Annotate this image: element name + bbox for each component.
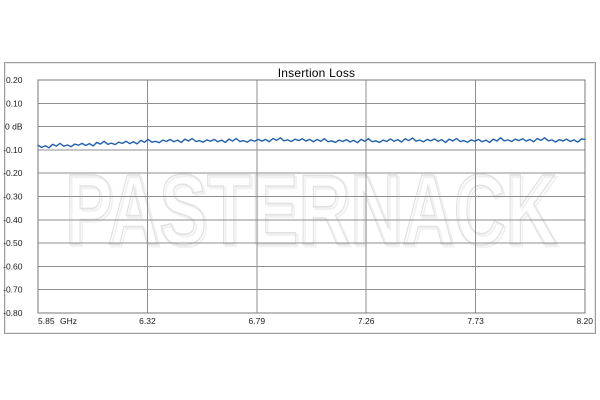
y-axis-tick-label: -0.50: [3, 238, 23, 248]
y-axis-tick-label: 0 dB: [5, 122, 23, 132]
trace-line: [37, 137, 586, 149]
watermark-shadow: PASTERNACK: [67, 156, 559, 268]
x-axis-tick-label: 7.73: [467, 316, 484, 326]
watermark-text: PASTERNACK: [65, 154, 557, 266]
plot-border: [37, 79, 586, 314]
y-axis-tick-label: 0.20: [6, 75, 23, 85]
chart-frame: Insertion Loss: [4, 62, 596, 334]
y-axis-tick-label: -0.30: [3, 192, 23, 202]
y-axis-tick-label: -0.40: [3, 215, 23, 225]
x-axis-tick-label: 8.20: [576, 316, 593, 326]
x-axis-tick-label: 6.32: [139, 316, 156, 326]
y-axis-tick-label: -0.80: [3, 308, 23, 318]
y-axis-tick-label: -0.20: [3, 168, 23, 178]
y-axis-tick-label: -0.70: [3, 285, 23, 295]
y-axis-tick-label: -0.10: [3, 145, 23, 155]
x-axis-tick-label: 7.26: [358, 316, 375, 326]
x-axis-unit-label: GHz: [60, 316, 77, 326]
x-axis-tick-label: 6.79: [249, 316, 266, 326]
x-axis-tick-label: 5.85: [38, 316, 55, 326]
chart-title: Insertion Loss: [277, 66, 356, 80]
y-axis-tick-label: 0.10: [6, 98, 23, 108]
y-axis-tick-label: -0.60: [3, 261, 23, 271]
